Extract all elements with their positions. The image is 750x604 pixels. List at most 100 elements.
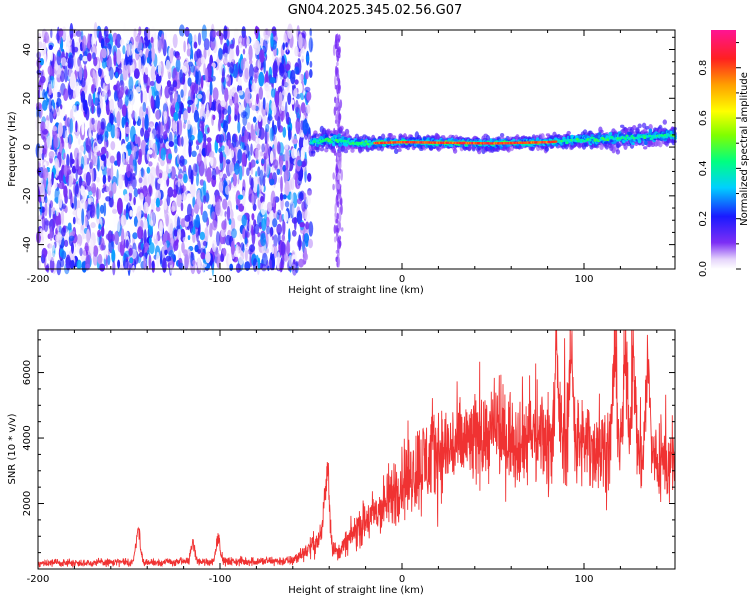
- noise-mark: [171, 201, 178, 212]
- noise-mark: [186, 193, 192, 199]
- noise-mark: [103, 201, 107, 217]
- signal-mark: [540, 133, 545, 141]
- noise-mark: [75, 183, 79, 195]
- noise-mark: [287, 23, 293, 40]
- noise-mark: [107, 175, 111, 183]
- noise-mark: [97, 133, 103, 145]
- noise-mark: [249, 174, 252, 186]
- noise-mark: [180, 202, 184, 212]
- noise-mark: [162, 131, 168, 140]
- noise-mark: [109, 155, 115, 164]
- noise-mark: [114, 123, 118, 139]
- noise-mark: [267, 29, 271, 36]
- noise-mark: [243, 248, 249, 262]
- noise-mark: [217, 218, 220, 232]
- noise-mark: [264, 82, 270, 92]
- noise-mark: [117, 97, 123, 110]
- signal-mark: [330, 133, 334, 136]
- noise-mark: [109, 113, 114, 126]
- noise-mark: [269, 178, 275, 186]
- noise-mark: [116, 152, 121, 167]
- noise-mark: [280, 241, 286, 256]
- noise-mark: [110, 141, 116, 151]
- noise-mark: [74, 194, 77, 210]
- noise-mark: [180, 192, 187, 201]
- noise-mark: [179, 35, 183, 45]
- noise-mark: [336, 47, 340, 53]
- noise-mark: [268, 235, 273, 250]
- noise-mark: [158, 134, 164, 144]
- noise-mark: [39, 58, 45, 66]
- noise-mark: [94, 145, 100, 153]
- noise-mark: [282, 126, 287, 138]
- noise-mark: [309, 28, 312, 37]
- noise-mark: [309, 69, 313, 78]
- noise-mark: [206, 167, 212, 183]
- noise-mark: [308, 238, 313, 249]
- noise-mark: [128, 76, 134, 91]
- noise-mark: [125, 126, 130, 134]
- noise-mark: [241, 214, 247, 227]
- noise-mark: [88, 93, 92, 107]
- noise-mark: [128, 263, 132, 270]
- signal-mark: [331, 147, 337, 154]
- noise-mark: [76, 103, 79, 111]
- noise-mark: [272, 61, 278, 78]
- noise-mark: [68, 175, 73, 188]
- signal-mark: [435, 143, 439, 147]
- noise-mark: [60, 210, 65, 225]
- noise-mark: [177, 153, 180, 165]
- signal-mark: [584, 142, 588, 147]
- noise-mark: [332, 44, 336, 57]
- noise-mark: [123, 258, 129, 270]
- noise-mark: [304, 210, 311, 222]
- noise-mark: [98, 30, 102, 44]
- noise-mark: [75, 120, 78, 133]
- noise-mark: [175, 101, 180, 113]
- noise-mark: [110, 163, 114, 180]
- noise-mark: [44, 220, 51, 226]
- noise-mark: [186, 119, 191, 130]
- noise-mark: [98, 224, 102, 230]
- signal-mark: [317, 141, 321, 145]
- noise-mark: [207, 141, 212, 154]
- noise-mark: [137, 118, 142, 127]
- noise-mark: [222, 198, 228, 210]
- noise-mark: [248, 59, 253, 65]
- noise-mark: [305, 221, 310, 230]
- noise-mark: [42, 89, 46, 100]
- noise-mark: [237, 149, 243, 164]
- noise-mark: [56, 91, 61, 98]
- noise-mark: [116, 48, 121, 65]
- noise-mark: [68, 209, 73, 215]
- noise-mark: [154, 90, 160, 97]
- noise-mark: [191, 208, 194, 218]
- noise-mark: [227, 105, 232, 117]
- noise-mark: [231, 133, 237, 148]
- noise-mark: [306, 195, 311, 206]
- signal-mark: [509, 144, 515, 152]
- noise-mark: [99, 263, 106, 272]
- noise-mark: [52, 134, 58, 150]
- noise-mark: [291, 250, 297, 264]
- noise-mark: [203, 155, 207, 169]
- noise-mark: [69, 235, 75, 242]
- noise-mark: [38, 146, 42, 164]
- noise-mark: [71, 242, 74, 254]
- noise-mark: [230, 217, 236, 232]
- noise-mark: [282, 42, 286, 51]
- noise-region: [35, 22, 344, 277]
- noise-mark: [340, 203, 343, 215]
- noise-mark: [99, 237, 105, 251]
- signal-mark: [366, 142, 370, 146]
- noise-mark: [97, 120, 101, 136]
- noise-mark: [157, 241, 163, 247]
- noise-mark: [218, 180, 225, 193]
- noise-mark: [167, 186, 174, 198]
- noise-mark: [220, 35, 223, 45]
- noise-mark: [308, 221, 314, 237]
- noise-mark: [121, 116, 125, 129]
- noise-mark: [211, 168, 217, 181]
- noise-mark: [143, 219, 149, 230]
